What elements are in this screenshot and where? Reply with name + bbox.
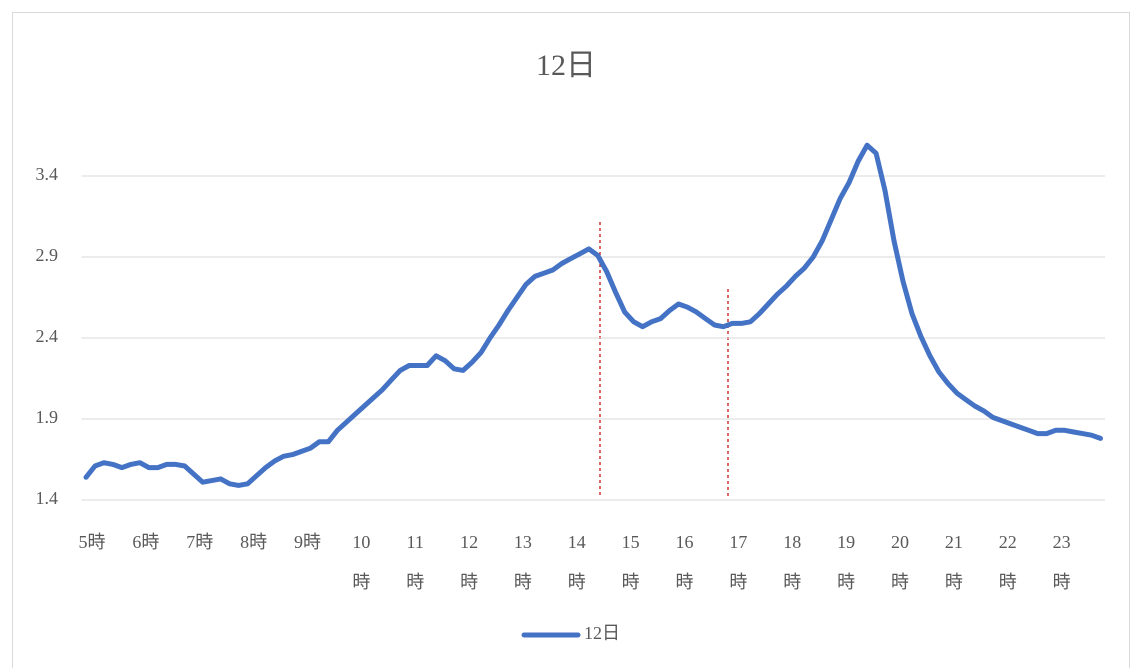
x-tick-label: 5時 <box>78 532 106 552</box>
chart-frame <box>12 12 1130 668</box>
x-tick-label: 12時 <box>460 532 479 592</box>
y-tick-label: 1.9 <box>36 407 59 427</box>
x-tick-label: 22時 <box>998 532 1017 592</box>
x-tick-label: 17時 <box>729 532 748 592</box>
chart-title: 12日 <box>536 49 596 82</box>
y-tick-label: 2.4 <box>36 326 59 346</box>
x-tick-label: 7時 <box>186 532 214 552</box>
y-tick-label: 2.9 <box>36 245 59 265</box>
x-tick-label: 18時 <box>783 532 802 592</box>
x-tick-label: 8時 <box>240 532 268 552</box>
x-tick-label: 11時 <box>406 532 425 592</box>
y-tick-label: 3.4 <box>36 164 59 184</box>
x-tick-label: 19時 <box>837 532 856 592</box>
x-tick-label: 21時 <box>944 532 963 592</box>
x-tick-label: 15時 <box>621 532 640 592</box>
x-tick-label: 23時 <box>1052 532 1071 592</box>
x-tick-label: 6時 <box>132 532 160 552</box>
data-line <box>83 142 1103 488</box>
legend-label: 12日 <box>584 623 620 643</box>
x-tick-label: 20時 <box>891 532 909 592</box>
y-tick-label: 1.4 <box>36 488 59 508</box>
x-tick-label: 16時 <box>675 532 694 592</box>
x-tick-label: 10時 <box>352 532 371 592</box>
x-tick-label: 13時 <box>513 532 532 592</box>
x-tick-label: 14時 <box>567 532 586 592</box>
x-tick-label: 9時 <box>293 532 321 552</box>
